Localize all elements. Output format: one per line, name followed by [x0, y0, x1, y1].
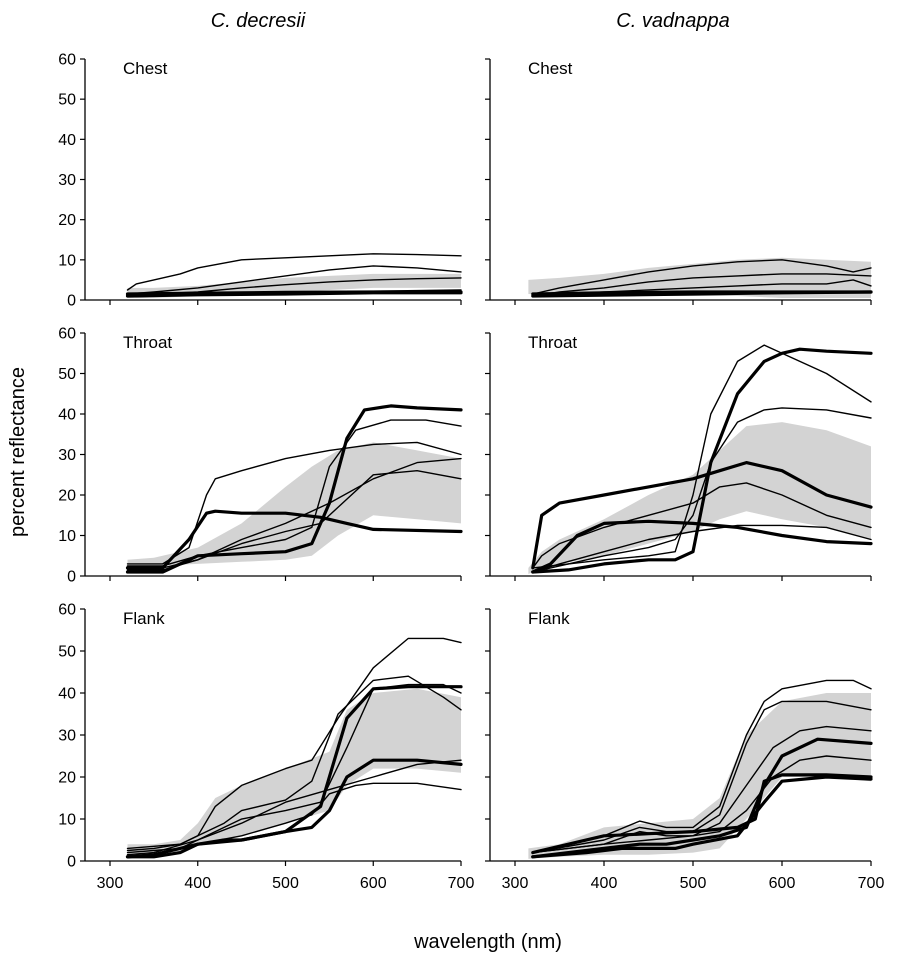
chart-panel-throat-right: Throat — [485, 332, 873, 581]
x-tick-label: 400 — [184, 875, 211, 892]
series-line-4 — [531, 461, 873, 570]
variance-band — [127, 688, 461, 859]
y-tick-label: 20 — [58, 488, 76, 505]
y-tick-label: 40 — [58, 407, 76, 424]
series-line-7 — [531, 775, 873, 859]
series-line-2 — [532, 273, 872, 297]
y-tick-label: 10 — [58, 528, 76, 545]
y-tick-label: 50 — [58, 92, 76, 109]
series-line-5 — [126, 470, 462, 571]
column-title-right: C. vadnappa — [616, 10, 729, 32]
series-line-4 — [531, 737, 873, 859]
panels-group: 0 10 20 30 40 50 60 Chest Chest 0 10 20 30 40 50 60 Thro… — [58, 52, 884, 893]
series-line-6 — [125, 290, 463, 296]
x-tick-label: 300 — [97, 875, 124, 892]
y-tick-label: 60 — [58, 52, 76, 69]
series-line-2 — [126, 675, 462, 852]
x-tick-label: 500 — [680, 875, 707, 892]
y-tick-label: 60 — [58, 602, 76, 619]
series-line-5 — [532, 755, 872, 854]
chart-panel-chest-left: 0 10 20 30 40 50 60 Chest — [58, 52, 463, 310]
series-line-6 — [531, 290, 873, 298]
x-tick-label: 700 — [858, 875, 885, 892]
x-tick-label: 400 — [591, 875, 618, 892]
series-line-5 — [532, 482, 872, 569]
x-tick-label: 600 — [769, 875, 796, 892]
x-tick-label: 600 — [360, 875, 387, 892]
chart-panel-flank-right: 300 400 500 600 700 Flank — [485, 608, 885, 892]
chart-panel-throat-left: 0 10 20 30 40 50 60 Throat — [58, 326, 463, 586]
panel-label: Throat — [528, 333, 577, 352]
panel-label: Chest — [123, 59, 168, 78]
series-line-1 — [125, 509, 463, 570]
y-tick-label: 0 — [67, 854, 76, 871]
x-axis-title: wavelength (nm) — [413, 931, 562, 953]
y-axis-title: percent reflectance — [7, 367, 29, 537]
variance-band — [528, 422, 871, 574]
series-line-6 — [531, 519, 873, 574]
series-line-2 — [126, 441, 462, 565]
y-tick-label: 50 — [58, 366, 76, 383]
chart-panel-chest-right: Chest — [485, 58, 873, 305]
panel-label: Flank — [528, 609, 570, 628]
series-line-5 — [126, 759, 462, 856]
series-line-1 — [532, 344, 872, 573]
chart-panel-flank-left: 0 10 20 30 40 50 60 300 400 500 600 700 Flank — [58, 602, 474, 893]
series-line-1 — [126, 253, 462, 291]
y-tick-label: 40 — [58, 132, 76, 149]
panel-label: Throat — [123, 333, 172, 352]
y-tick-label: 20 — [58, 212, 76, 229]
series-line-4 — [126, 419, 462, 567]
panel-label: Chest — [528, 59, 573, 78]
series-line-1 — [532, 259, 872, 295]
y-tick-label: 60 — [58, 326, 76, 343]
y-tick-label: 30 — [58, 728, 76, 745]
variance-band — [528, 693, 871, 859]
y-tick-label: 10 — [58, 252, 76, 269]
series-line-2 — [532, 700, 872, 854]
series-line-2 — [126, 265, 462, 295]
series-line-1 — [532, 679, 872, 854]
y-tick-label: 20 — [58, 770, 76, 787]
x-tick-label: 700 — [448, 875, 475, 892]
x-tick-label: 300 — [502, 875, 529, 892]
series-line-7 — [532, 524, 872, 573]
series-line-7 — [126, 782, 462, 858]
y-tick-label: 10 — [58, 812, 76, 829]
series-line-6 — [126, 457, 462, 569]
panel-label: Flank — [123, 609, 165, 628]
y-tick-label: 0 — [67, 293, 76, 310]
y-tick-label: 30 — [58, 172, 76, 189]
x-tick-label: 500 — [272, 875, 299, 892]
y-tick-label: 50 — [58, 644, 76, 661]
y-tick-label: 30 — [58, 447, 76, 464]
series-line-3 — [532, 407, 872, 569]
y-tick-label: 40 — [58, 686, 76, 703]
y-tick-label: 0 — [67, 569, 76, 586]
column-title-left: C. decresii — [211, 10, 306, 32]
